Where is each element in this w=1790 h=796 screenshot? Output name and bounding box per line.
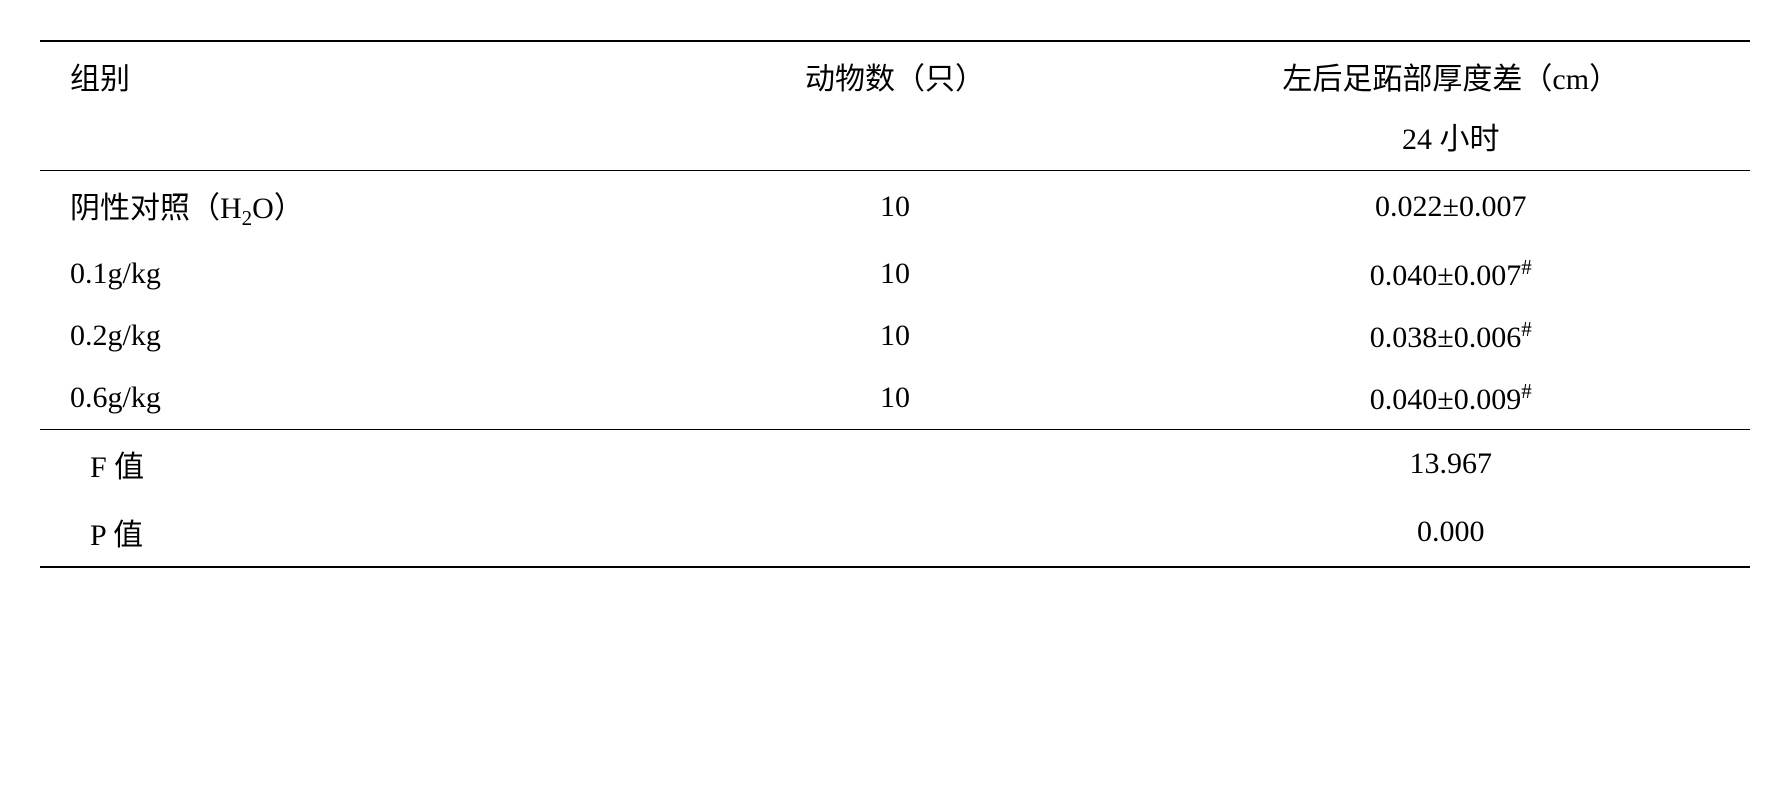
stats-empty	[639, 498, 1152, 567]
cell-count: 10	[639, 171, 1152, 244]
cell-group: 0.2g/kg	[40, 305, 639, 367]
table-row: 0.1g/kg100.040±0.007#	[40, 243, 1750, 305]
cell-group: 0.1g/kg	[40, 243, 639, 305]
cell-group: 阴性对照（H2O）	[40, 171, 639, 244]
data-table-container: 组别 动物数（只） 左后足跖部厚度差（cm） 24 小时 阴性对照（H2O）10…	[40, 40, 1750, 568]
table-row: 0.6g/kg100.040±0.009#	[40, 367, 1750, 430]
stats-empty	[639, 430, 1152, 499]
subheader-empty-1	[40, 110, 639, 171]
cell-value: 0.040±0.009#	[1152, 367, 1751, 430]
subheader-row: 24 小时	[40, 110, 1750, 171]
table-body: 阴性对照（H2O）100.022±0.0070.1g/kg100.040±0.0…	[40, 171, 1750, 430]
stats-row: F 值 13.967	[40, 430, 1750, 499]
stats-value: 13.967	[1152, 430, 1751, 499]
cell-count: 10	[639, 367, 1152, 430]
header-row: 组别 动物数（只） 左后足跖部厚度差（cm）	[40, 41, 1750, 110]
cell-count: 10	[639, 305, 1152, 367]
subheader-time: 24 小时	[1152, 110, 1751, 171]
table-row: 阴性对照（H2O）100.022±0.007	[40, 171, 1750, 244]
cell-value: 0.022±0.007	[1152, 171, 1751, 244]
table-row: 0.2g/kg100.038±0.006#	[40, 305, 1750, 367]
stats-label: P 值	[40, 498, 639, 567]
header-thickness: 左后足跖部厚度差（cm）	[1152, 41, 1751, 110]
subheader-empty-2	[639, 110, 1152, 171]
stats-body: F 值 13.967 P 值 0.000	[40, 430, 1750, 568]
table-header: 组别 动物数（只） 左后足跖部厚度差（cm） 24 小时	[40, 41, 1750, 171]
header-animal-count: 动物数（只）	[639, 41, 1152, 110]
experiment-table: 组别 动物数（只） 左后足跖部厚度差（cm） 24 小时 阴性对照（H2O）10…	[40, 40, 1750, 568]
cell-count: 10	[639, 243, 1152, 305]
stats-value: 0.000	[1152, 498, 1751, 567]
cell-value: 0.040±0.007#	[1152, 243, 1751, 305]
stats-row: P 值 0.000	[40, 498, 1750, 567]
cell-value: 0.038±0.006#	[1152, 305, 1751, 367]
stats-label: F 值	[40, 430, 639, 499]
cell-group: 0.6g/kg	[40, 367, 639, 430]
header-group: 组别	[40, 41, 639, 110]
